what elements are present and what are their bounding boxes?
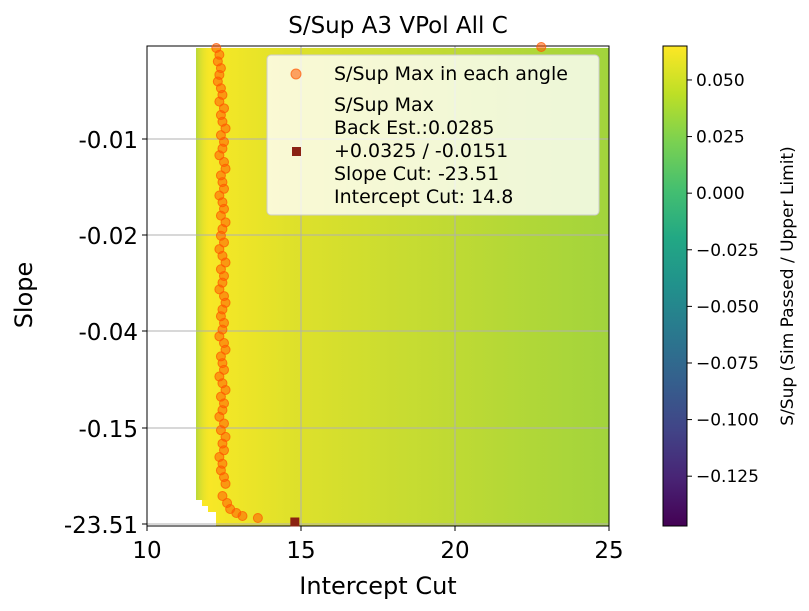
colorbar: 0.050 0.025 0.000 −0.025 −0.050 −0.075 −0.100 −… <box>662 45 798 527</box>
data-point-circle <box>220 478 231 489</box>
data-point-circle <box>220 163 231 174</box>
data-point-circle <box>214 150 225 161</box>
colorbar-tick-label: −0.125 <box>696 467 759 487</box>
data-point-circle <box>217 491 228 501</box>
data-point-circle <box>215 210 226 221</box>
x-tick-label: 10 <box>132 538 161 564</box>
data-point-circle <box>219 237 229 248</box>
legend-label-square-line3: +0.0325 / -0.0151 <box>334 140 508 162</box>
colorbar-tick-label: −0.025 <box>696 241 759 261</box>
legend-marker-square <box>292 147 301 156</box>
colorbar-label: S/Sup (Sim Passed / Upper Limit) <box>778 146 798 425</box>
y-tick-label: -0.01 <box>78 128 138 154</box>
x-tick-label: 15 <box>286 538 315 564</box>
data-point-circle <box>536 42 547 52</box>
data-point-circle <box>220 257 231 268</box>
colorbar-ticks: 0.050 0.025 0.000 −0.025 −0.050 −0.075 −0.100 −… <box>687 71 759 487</box>
y-axis-ticks: -0.01 -0.02 -0.04 -0.15 -23.51 <box>64 128 147 539</box>
x-axis-label: Intercept Cut <box>299 572 456 600</box>
data-point-circle <box>214 411 225 422</box>
y-axis-label: Slope <box>10 262 38 329</box>
legend: S/Sup Max in each angle S/Sup Max Back E… <box>266 54 600 216</box>
legend-box <box>266 54 600 216</box>
y-tick-label: -0.15 <box>78 417 138 443</box>
legend-label-square-line2: Back Est.:0.0285 <box>334 117 494 139</box>
data-point-circle <box>219 445 229 456</box>
colorbar-tick-label: −0.075 <box>696 354 759 374</box>
colorbar-tick-label: 0.025 <box>696 128 745 148</box>
x-tick-label: 25 <box>594 538 623 564</box>
y-tick-label: -0.04 <box>78 320 138 346</box>
data-point-circle <box>252 513 263 523</box>
y-tick-label: -23.51 <box>64 513 138 539</box>
legend-label-square-line4: Slope Cut: -23.51 <box>334 163 499 185</box>
data-point-circle <box>219 183 229 194</box>
colorbar-gradient <box>662 45 688 527</box>
colorbar-tick-label: 0.000 <box>696 184 745 204</box>
plot-frame <box>146 45 610 527</box>
data-point-circle <box>214 284 225 295</box>
legend-label-square-line5: Intercept Cut: 14.8 <box>334 186 513 208</box>
data-point-circle <box>237 511 248 521</box>
x-axis-ticks: 10 15 20 25 <box>132 526 624 564</box>
x-tick-label: 20 <box>440 538 469 564</box>
data-point-circle <box>215 425 226 436</box>
legend-label-circle: S/Sup Max in each angle <box>334 63 568 85</box>
data-point-circle <box>219 364 229 375</box>
legend-label-square-line1: S/Sup Max <box>334 94 434 116</box>
data-point-circle <box>220 384 231 395</box>
colorbar-tick-label: −0.050 <box>696 297 759 317</box>
data-markers <box>211 42 547 527</box>
data-point-square <box>290 517 300 527</box>
colorbar-tick-label: −0.100 <box>696 411 759 431</box>
data-point-circle <box>214 331 225 342</box>
data-point-circle <box>220 123 231 134</box>
colorbar-tick-label: 0.050 <box>696 71 745 91</box>
chart-title: S/Sup A3 VPol All C <box>288 13 508 39</box>
y-tick-label: -0.02 <box>78 224 138 250</box>
data-point-circle <box>214 96 225 107</box>
legend-marker-circle <box>290 68 302 80</box>
data-point-circle <box>220 344 231 355</box>
